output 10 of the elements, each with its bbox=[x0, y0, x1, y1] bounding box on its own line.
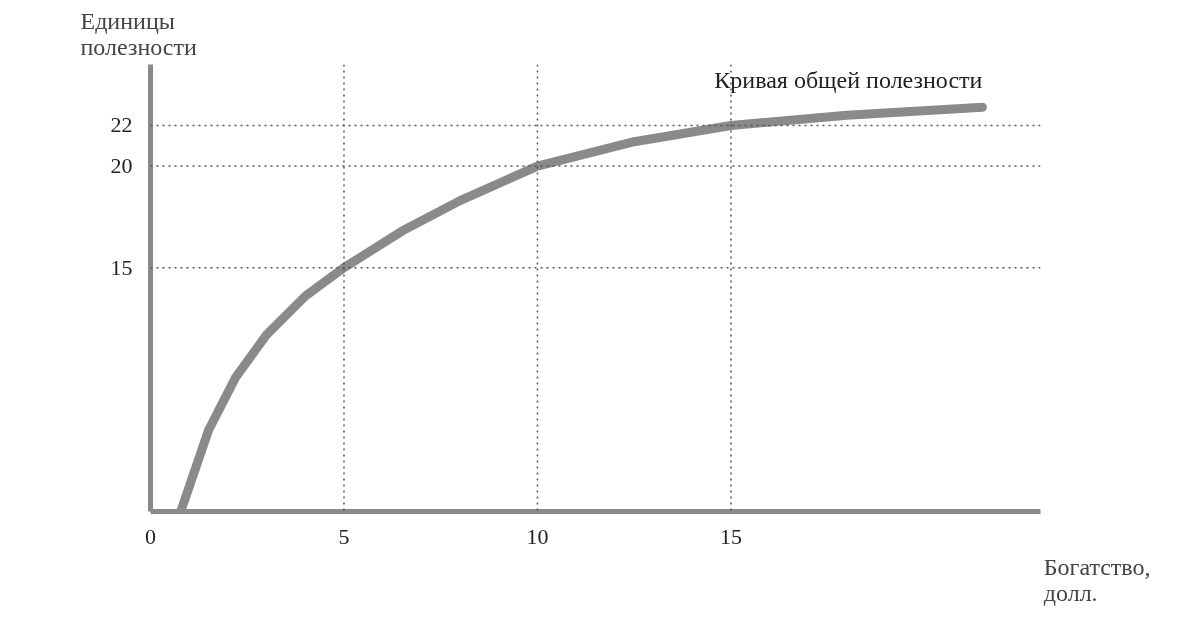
series-label: Кривая общей полезности bbox=[714, 67, 983, 94]
y-tick-label: 15 bbox=[110, 254, 133, 280]
x-tick-label: 0 bbox=[145, 523, 156, 549]
x-tick-label: 10 bbox=[526, 523, 549, 549]
y-tick-label: 20 bbox=[110, 153, 133, 179]
y-tick-label: 22 bbox=[110, 112, 133, 138]
x-tick-label: 5 bbox=[338, 523, 350, 549]
y-axis-title: Единицы полезности bbox=[80, 7, 198, 60]
x-tick-label: 15 bbox=[719, 523, 742, 549]
x-axis-title: Богатство, долл. bbox=[1043, 553, 1151, 606]
